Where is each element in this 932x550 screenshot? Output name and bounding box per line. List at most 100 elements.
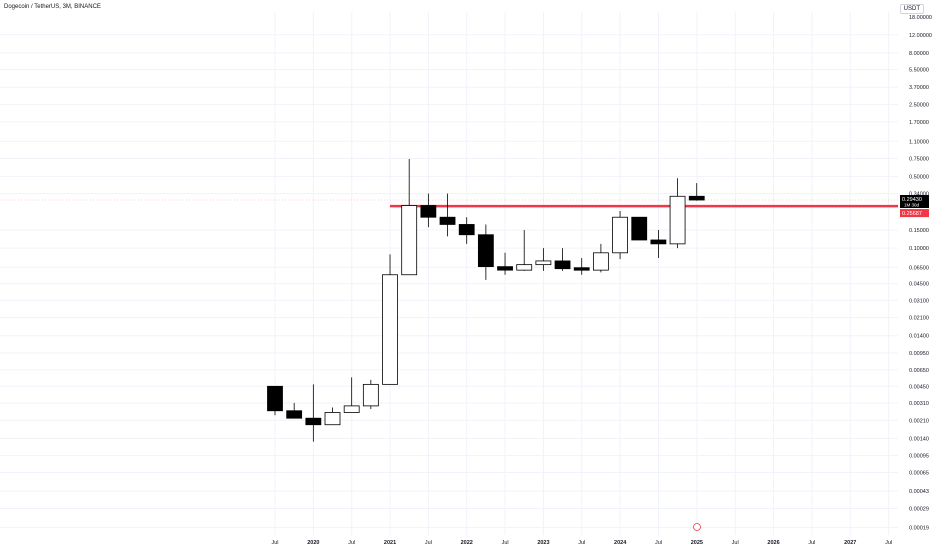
candle: [554, 248, 571, 271]
price-tick-label: 1.10000: [909, 139, 929, 145]
last-price-tag: 0.29430 1M 30d: [900, 195, 929, 209]
time-tick-label: 2020: [307, 540, 319, 546]
price-tick-label: 8.00000: [909, 51, 929, 57]
level-price-tag: 0.25687: [900, 209, 929, 218]
candle-body: [592, 252, 609, 271]
candle-body: [382, 274, 398, 385]
candle: [267, 385, 283, 416]
price-tick-label: 0.00043: [909, 489, 929, 495]
price-tick-label: 0.34000: [909, 192, 929, 198]
price-tick-label: 2.50000: [909, 103, 929, 109]
price-axis: 12.00000 8.00000 5.50000 3.70000 2.50000 1.70…: [909, 15, 932, 531]
candle-body: [439, 216, 456, 225]
event-marker-icon[interactable]: [693, 523, 701, 531]
candle: [324, 407, 341, 426]
candle-body: [343, 405, 360, 413]
candle-body: [401, 205, 418, 276]
price-tick-label: 0.50000: [909, 174, 929, 180]
time-axis: Jul 2020 Jul 2021 Jul 2022 Jul 2023 Jul 2024 Jul 20…: [271, 540, 892, 546]
time-tick-label: 2022: [461, 540, 473, 546]
candle-body: [612, 216, 628, 254]
candle: [612, 210, 628, 260]
candle-body: [554, 260, 571, 270]
price-tick-label: 0.10000: [909, 246, 929, 252]
candle-body: [286, 410, 303, 419]
last-price-label: 0.29430: [902, 197, 922, 203]
candle-body: [458, 224, 475, 236]
candle: [439, 193, 456, 237]
candle-body: [477, 234, 494, 268]
time-tick-label: Jul: [885, 540, 892, 546]
candle: [401, 158, 418, 276]
price-tick-label: 0.03100: [909, 298, 929, 304]
candle: [631, 216, 648, 241]
candle-body: [497, 266, 513, 271]
candle-body: [650, 239, 667, 245]
time-tick-label: Jul: [502, 540, 509, 546]
candle: [343, 377, 360, 413]
candle: [669, 178, 686, 249]
price-tick-label: 0.00210: [909, 418, 929, 424]
candle-body: [267, 385, 283, 412]
time-tick-label: 2026: [767, 540, 779, 546]
price-tick-label: 0.00310: [909, 401, 929, 407]
candle-body: [516, 264, 533, 271]
candle: [382, 254, 398, 385]
grid: [0, 12, 898, 535]
candle: [592, 243, 609, 273]
candle-body: [420, 205, 437, 218]
time-tick-label: Jul: [732, 540, 739, 546]
time-tick-label: Jul: [655, 540, 662, 546]
time-tick-label: 2025: [691, 540, 703, 546]
last-price-tag-bg: [900, 195, 929, 209]
price-tick-label: 0.00650: [909, 368, 929, 374]
candle-body: [324, 412, 341, 426]
price-tick-label: 5.50000: [909, 68, 929, 74]
candle: [535, 248, 552, 271]
time-tick-label: Jul: [808, 540, 815, 546]
price-tick-label: 0.00029: [909, 506, 929, 512]
price-tick-label: 3.70000: [909, 85, 929, 91]
candle: [362, 379, 379, 410]
candle-body: [362, 383, 379, 407]
time-tick-label: Jul: [348, 540, 355, 546]
event-marker-circle[interactable]: [693, 523, 701, 531]
price-tick-label: 1.70000: [909, 120, 929, 126]
price-tick-label: 0.00950: [909, 351, 929, 357]
chart-title: Dogecoin / TetherUS, 3M, BINANCE: [4, 4, 101, 10]
candle-body: [573, 267, 590, 271]
candle: [458, 217, 475, 244]
time-tick-label: Jul: [578, 540, 585, 546]
level-price-label: 0.25687: [902, 211, 922, 217]
candle: [497, 252, 513, 275]
price-tick-label: 0.04500: [909, 282, 929, 288]
candle-body: [688, 195, 705, 201]
time-tick-label: 2024: [614, 540, 627, 546]
candle: [420, 193, 437, 228]
level-price-tag-bg: [900, 209, 929, 218]
time-tick-label: Jul: [271, 540, 278, 546]
candle-body: [631, 216, 648, 241]
price-tick-label: 0.02100: [909, 316, 929, 322]
candle: [516, 230, 533, 271]
price-tick-label: 0.15000: [909, 228, 929, 234]
time-tick-label: Jul: [425, 540, 432, 546]
price-tick-label: 0.06500: [909, 265, 929, 271]
last-price-countdown: 1M 30d: [904, 203, 920, 208]
price-tick-label: 0.00019: [909, 525, 929, 531]
price-tick-label: 0.00140: [909, 436, 929, 442]
price-tick-label: 0.00095: [909, 454, 929, 460]
price-tick-label: 18.00000: [909, 15, 932, 21]
candle: [688, 183, 705, 201]
candle: [286, 402, 303, 419]
price-tick-label: 12.00000: [909, 33, 932, 39]
candle-body: [669, 195, 686, 245]
candle-body: [305, 417, 322, 426]
price-tick-label: 0.75000: [909, 156, 929, 162]
time-tick-label: 2027: [844, 540, 856, 546]
candle: [650, 230, 667, 259]
price-tick-label: 0.00065: [909, 471, 929, 477]
candle-body: [535, 260, 552, 266]
currency-button[interactable]: USDT: [899, 4, 924, 14]
